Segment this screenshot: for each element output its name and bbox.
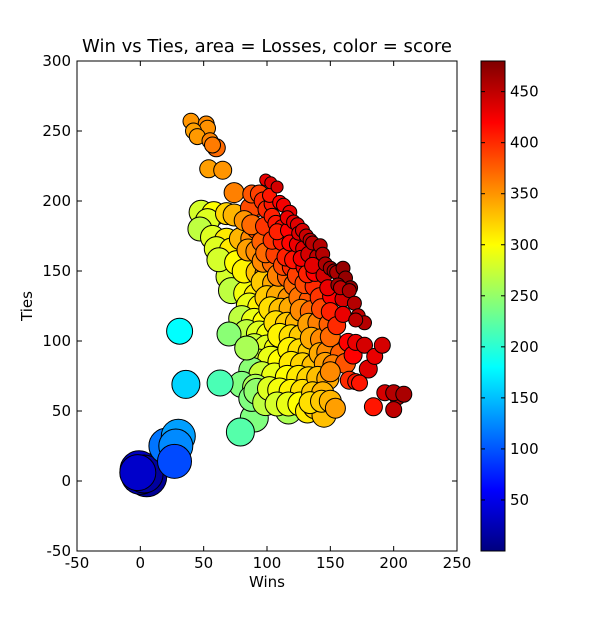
scatter-point xyxy=(223,182,245,204)
scatter-point xyxy=(324,397,346,419)
scatter-point xyxy=(171,369,201,399)
y-axis: -50 0 50 100 150 200 250 300 xyxy=(42,52,457,560)
y-tick-label: 250 xyxy=(42,122,71,140)
scatter-point xyxy=(216,321,242,347)
x-tick-label: 0 xyxy=(136,554,146,572)
y-tick-label: 300 xyxy=(42,52,71,70)
scatter-point xyxy=(346,295,362,311)
x-tick-label: 100 xyxy=(253,554,282,572)
x-tick-label: 50 xyxy=(194,554,213,572)
y-tick-label: 200 xyxy=(42,192,71,210)
x-tick-label: -50 xyxy=(65,554,90,572)
chart-title: Win vs Ties, area = Losses, color = scor… xyxy=(82,36,452,57)
colorbar-tick-label: 400 xyxy=(510,134,539,152)
colorbar-axis: 50 100 150 200 250 300 350 400 450 xyxy=(481,83,539,509)
colorbar-tick-label: 100 xyxy=(510,440,539,458)
colorbar-tick-label: 300 xyxy=(510,236,539,254)
scatter-point xyxy=(213,160,233,180)
scatter-point xyxy=(119,454,157,492)
scatter-point xyxy=(204,136,221,154)
scatter-point xyxy=(270,180,284,194)
x-axis-label: Wins xyxy=(249,573,285,591)
x-tick-label: 250 xyxy=(443,554,472,572)
y-tick-label: 50 xyxy=(52,402,71,420)
colorbar-tick-label: 350 xyxy=(510,185,539,203)
colorbar-tick-label: 200 xyxy=(510,338,539,356)
y-tick-label: 150 xyxy=(42,262,71,280)
scatter-point xyxy=(373,336,391,354)
scatter-point xyxy=(395,385,413,403)
scatter-point xyxy=(348,312,364,328)
colorbar-tick-label: 450 xyxy=(510,83,539,101)
scatter-point xyxy=(363,397,383,417)
colorbar-tick-label: 150 xyxy=(510,389,539,407)
scatter-point xyxy=(319,361,341,383)
plot-points xyxy=(119,112,413,498)
scatter-point xyxy=(341,283,357,299)
colorbar-tick-label: 50 xyxy=(510,491,529,509)
y-tick-label: 0 xyxy=(61,472,71,490)
x-axis: -50 0 50 100 150 200 250 xyxy=(65,61,472,572)
x-tick-label: 150 xyxy=(316,554,345,572)
x-tick-label: 200 xyxy=(379,554,408,572)
scatter-point xyxy=(166,317,194,345)
scatter-point xyxy=(206,369,234,397)
scatter-point xyxy=(385,401,403,419)
scatter-point xyxy=(351,374,368,392)
y-tick-label: 100 xyxy=(42,332,71,350)
colorbar xyxy=(480,60,506,552)
scatter-point xyxy=(356,336,373,354)
scatter-point xyxy=(234,335,260,361)
y-tick-label: -50 xyxy=(47,542,72,560)
colorbar-tick-label: 250 xyxy=(510,287,539,305)
scatter-point xyxy=(157,443,192,479)
scatter-point xyxy=(225,417,255,447)
y-axis-label: Ties xyxy=(18,291,36,322)
